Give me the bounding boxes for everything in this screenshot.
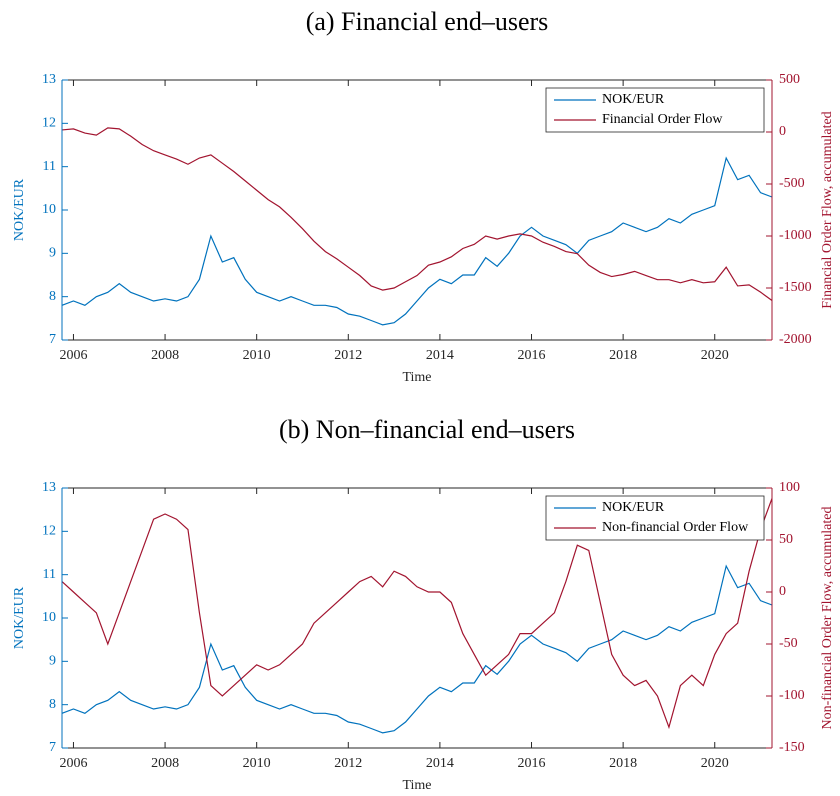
- x-tick-label: 2008: [151, 348, 179, 363]
- y-tick-label: 12: [42, 116, 56, 131]
- legend-box: [545, 87, 765, 133]
- x-tick-label: 2006: [59, 348, 87, 363]
- x-tick-label: 2016: [518, 348, 546, 363]
- y2-axis-label: Financial Order Flow, accumulated: [820, 111, 835, 308]
- chart-title: (b) Non–financial end–users: [279, 415, 575, 444]
- x-tick-label: 2014: [426, 756, 454, 771]
- x-tick-label: 2012: [334, 348, 362, 363]
- y2-tick-label: -500: [779, 176, 805, 191]
- x-tick-label: 2012: [334, 756, 362, 771]
- y-tick-label: 9: [49, 246, 56, 261]
- y2-tick-label: -50: [779, 636, 798, 651]
- y2-tick-label: -1000: [779, 228, 812, 243]
- y-tick-label: 7: [49, 740, 56, 755]
- legend-label: Financial Order Flow: [602, 112, 723, 127]
- y-tick-label: 10: [42, 202, 56, 217]
- legend-label: NOK/EUR: [602, 92, 665, 107]
- series-line: [61, 498, 773, 730]
- y2-tick-label: -1500: [779, 280, 812, 295]
- x-tick-label: 2020: [701, 348, 729, 363]
- y-tick-label: 12: [42, 524, 56, 539]
- legend-label: Non-financial Order Flow: [602, 520, 749, 535]
- y-tick-label: 13: [42, 72, 56, 87]
- series-line: [61, 156, 773, 326]
- y-tick-label: 11: [43, 567, 56, 582]
- y2-tick-label: 100: [779, 480, 800, 495]
- y-tick-label: 8: [49, 289, 56, 304]
- x-tick-label: 2008: [151, 756, 179, 771]
- series-line: [61, 564, 773, 734]
- x-axis-label: Time: [402, 778, 431, 793]
- y-tick-label: 13: [42, 480, 56, 495]
- x-tick-label: 2010: [243, 348, 271, 363]
- y-tick-label: 10: [42, 610, 56, 625]
- y-axis-label: NOK/EUR: [12, 586, 27, 649]
- y-tick-label: 8: [49, 697, 56, 712]
- x-tick-label: 2010: [243, 756, 271, 771]
- y-tick-label: 7: [49, 332, 56, 347]
- x-tick-label: 2016: [518, 756, 546, 771]
- y2-axis-label: Non-financial Order Flow, accumulated: [820, 506, 835, 729]
- y2-tick-label: 0: [779, 124, 786, 139]
- y2-tick-label: -100: [779, 688, 805, 703]
- y2-tick-label: -2000: [779, 332, 812, 347]
- y2-tick-label: -150: [779, 740, 805, 755]
- y-axis-label: NOK/EUR: [12, 178, 27, 241]
- y-tick-label: 11: [43, 159, 56, 174]
- legend-box: [545, 495, 765, 541]
- chart-title: (a) Financial end–users: [306, 7, 549, 36]
- x-tick-label: 2018: [609, 756, 637, 771]
- x-axis-label: Time: [402, 370, 431, 385]
- y2-tick-label: 500: [779, 72, 800, 87]
- x-tick-label: 2018: [609, 348, 637, 363]
- y2-tick-label: 0: [779, 584, 786, 599]
- legend-label: NOK/EUR: [602, 500, 665, 515]
- x-tick-label: 2014: [426, 348, 454, 363]
- y-tick-label: 9: [49, 654, 56, 669]
- series-line: [61, 127, 773, 301]
- x-tick-label: 2006: [59, 756, 87, 771]
- x-tick-label: 2020: [701, 756, 729, 771]
- y2-tick-label: 50: [779, 532, 793, 547]
